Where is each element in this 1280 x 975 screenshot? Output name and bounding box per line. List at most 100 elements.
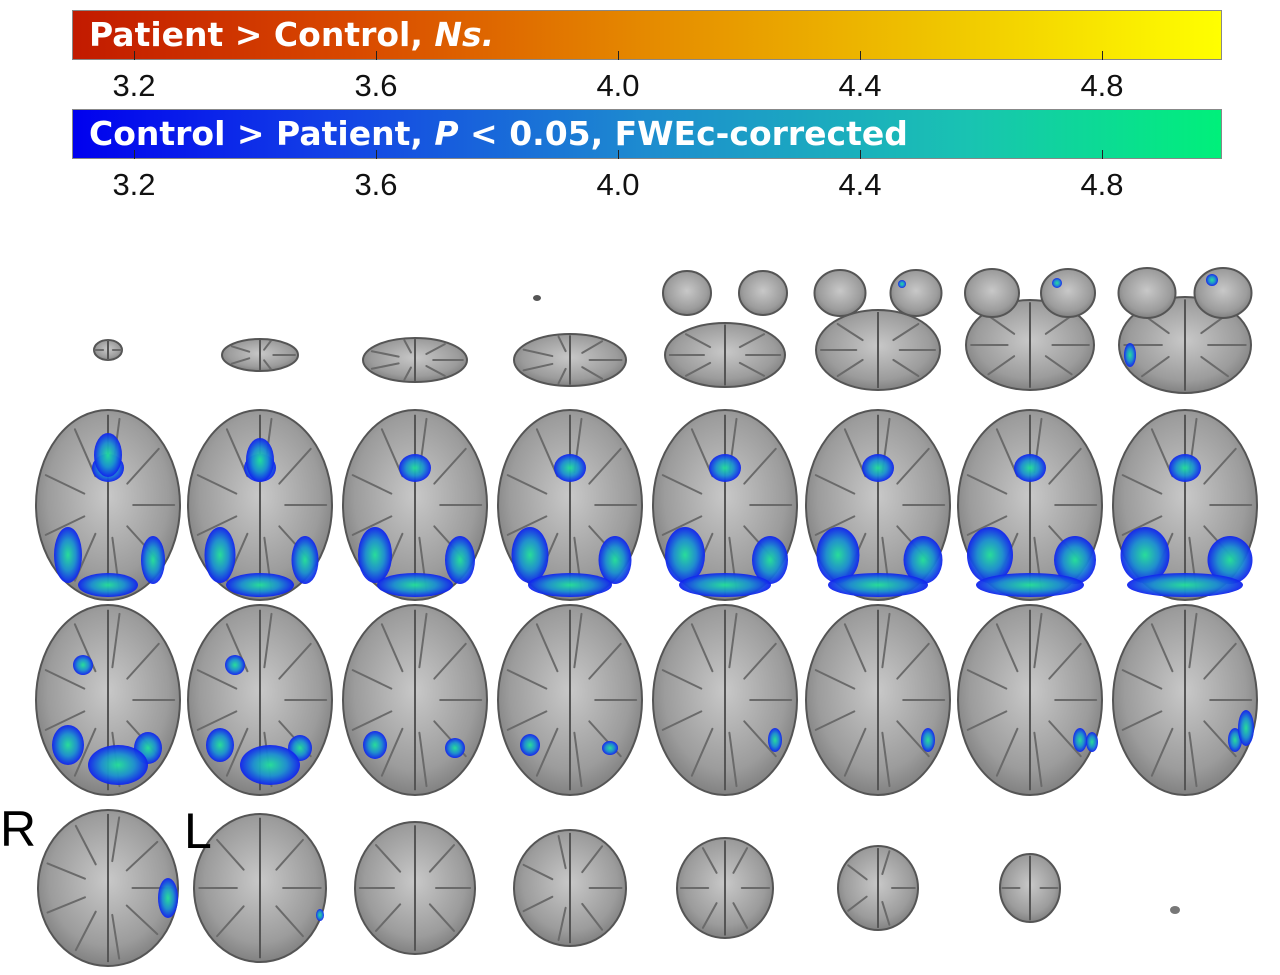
activation-blob (52, 725, 84, 765)
activation-blob (445, 536, 475, 584)
activation-blob (1124, 343, 1136, 367)
sulcus-line (126, 642, 160, 680)
sulcus-line (557, 335, 567, 353)
sulcus-line (1188, 731, 1198, 788)
sulcus-line (230, 357, 251, 365)
sulcus-line (892, 358, 920, 378)
temporal-pole (738, 270, 788, 316)
sulcus-line (216, 905, 245, 938)
sulcus-line (701, 902, 718, 929)
sulcus-line (1121, 710, 1163, 731)
sulcus-line (370, 350, 400, 358)
activation-blob (54, 527, 82, 583)
sulcus-line (46, 896, 86, 914)
sulcus-line (125, 904, 159, 936)
activation-blob (768, 728, 782, 752)
sulcus-line (230, 345, 251, 353)
sulcus-line (535, 428, 559, 478)
activation-blob (511, 527, 549, 583)
sulcus-line (896, 447, 930, 485)
sulcus-line (73, 428, 97, 478)
sulcus-line (557, 906, 567, 942)
sulcus-line (275, 838, 304, 871)
activation-blob (1052, 278, 1062, 288)
sulcus-line (743, 642, 777, 680)
hot-colorbar-label: Patient > Control, Ns. (89, 15, 495, 54)
sulcus-line (1121, 515, 1163, 536)
sulcus-line (881, 850, 891, 876)
sulcus-line (836, 322, 864, 342)
sulcus-line (588, 447, 622, 485)
sulcus-line (1203, 642, 1237, 680)
activation-blob (898, 280, 906, 288)
sulcus-line (581, 902, 604, 931)
sulcus-line (351, 515, 393, 536)
sulcus-line (351, 474, 393, 495)
sulcus-line (701, 847, 718, 874)
activation-blob (528, 573, 612, 597)
sulcus-line (588, 642, 622, 680)
activation-blob (752, 536, 788, 584)
sulcus-line (418, 731, 428, 788)
sulcus-line (403, 366, 412, 381)
activation-blob (358, 527, 392, 583)
sulcus-line (506, 710, 548, 731)
temporal-pole (1117, 267, 1177, 319)
sulcus-line (506, 669, 548, 690)
sulcus-line (661, 515, 703, 536)
activation-blob (363, 731, 387, 759)
sulcus-line (847, 864, 868, 881)
temporal-pole (662, 270, 712, 316)
sulcus-line (987, 314, 1016, 335)
activation-blob (602, 741, 618, 755)
activation-blob (226, 573, 294, 597)
sulcus-line (896, 642, 930, 680)
orientation-right-label: R (0, 801, 37, 857)
sulcus-line (196, 515, 238, 536)
sulcus-line (814, 669, 856, 690)
sulcus-line (44, 515, 86, 536)
sulcus-line (74, 824, 97, 866)
activation-blob (1086, 732, 1098, 752)
activation-blob (816, 527, 860, 583)
activation-blob (1238, 710, 1254, 746)
sulcus-line (690, 727, 714, 777)
activation-blob (520, 734, 540, 756)
cool-colorbar-ticks: 3.2 3.6 4.0 4.4 4.8 (112, 150, 1124, 202)
sulcus-line (881, 731, 891, 788)
activation-blob (1127, 573, 1243, 597)
sulcus-line (881, 612, 891, 669)
sulcus-line (1150, 727, 1174, 777)
activation-blob (921, 728, 935, 752)
sulcus-line (966, 515, 1008, 536)
activation-blob (828, 573, 928, 597)
brain-fragment (1170, 906, 1180, 914)
sulcus-line (111, 612, 121, 669)
sulcus-line (351, 669, 393, 690)
sulcus-line (263, 612, 273, 669)
activation-blob (1206, 274, 1218, 286)
sulcus-line (728, 731, 738, 788)
sulcus-line (225, 727, 249, 777)
sulcus-line (351, 710, 393, 731)
sulcus-line (125, 840, 159, 872)
sulcus-line (1044, 355, 1073, 376)
sulcus-line (684, 361, 712, 377)
sulcus-line (111, 816, 121, 863)
activation-blob (206, 728, 234, 762)
sulcus-line (1033, 612, 1043, 669)
activation-blob (246, 438, 274, 482)
sulcus-line (46, 862, 86, 880)
sulcus-line (843, 623, 867, 673)
sulcus-line (1048, 447, 1082, 485)
sulcus-line (522, 362, 554, 372)
activation-blob (862, 454, 894, 482)
sulcus-line (732, 847, 749, 874)
sulcus-line (738, 333, 766, 349)
sulcus-line (1048, 720, 1082, 758)
sulcus-line (966, 710, 1008, 731)
sulcus-line (743, 447, 777, 485)
sulcus-line (380, 623, 404, 673)
sulcus-line (690, 428, 714, 478)
